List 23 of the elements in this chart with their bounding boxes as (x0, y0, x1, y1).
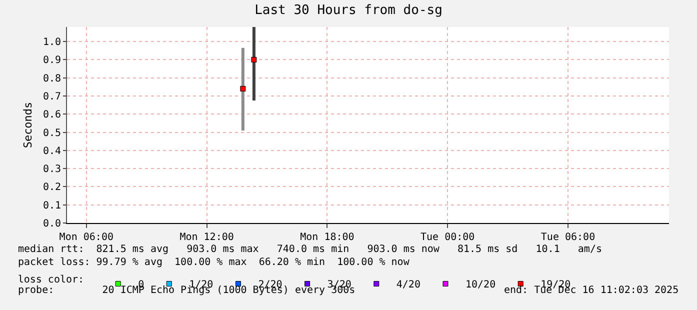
y-tick-label: 0.2 (42, 182, 61, 194)
legend-title: loss color: (18, 274, 90, 286)
y-tick-label: 0.0 (42, 218, 61, 230)
y-tick-label: 0.7 (42, 91, 61, 102)
chart-title: Last 30 Hours from do-sg (254, 2, 442, 18)
text: packet loss: 99.79 % avg 100.00 % max 66.20 % min 100.00 % now (18, 257, 410, 268)
x-tick-label: Mon 12:00 (180, 232, 234, 243)
y-axis-title: Seconds (22, 102, 35, 148)
y-tick-label: 0.1 (42, 200, 61, 212)
x-tick-label: Tue 06:00 (540, 232, 596, 243)
y-tick-label: 0.6 (42, 110, 61, 121)
y-tick-label: 0.5 (42, 128, 61, 139)
y-tick-label: 0.8 (42, 73, 61, 84)
y-tick-label: 0.4 (42, 146, 61, 157)
y-tick-label: 1.0 (42, 37, 61, 48)
y-tick-label: 0.3 (42, 164, 61, 176)
text: median rtt: 821.5 ms avg 903.0 ms max 740.0 ms min 903.0 ms now 81.5 ms sd 10.1 am/s (18, 244, 602, 255)
x-tick-label: Mon 06:00 (59, 232, 114, 243)
legend-label: 10/20 (465, 280, 496, 291)
y-tick-label: 0.9 (42, 55, 61, 66)
x-tick-label: Tue 00:00 (420, 232, 475, 243)
x-tick-label: Mon 18:00 (300, 232, 354, 243)
legend-label: 4/20 (396, 280, 420, 291)
